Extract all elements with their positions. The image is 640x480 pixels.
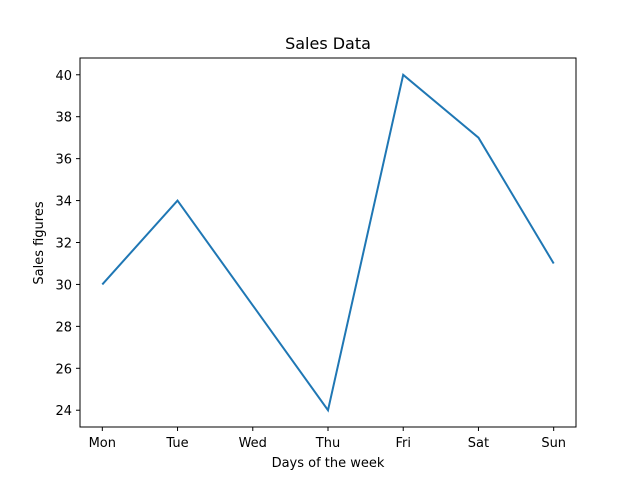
x-tick-label: Fri: [395, 436, 411, 451]
x-axis-label: Days of the week: [272, 456, 385, 471]
x-tick-label: Sat: [468, 436, 489, 451]
y-tick-label: 40: [55, 69, 72, 84]
x-tick-label: Sun: [541, 436, 566, 451]
x-axis: Mon Tue Wed Thu Fri Sat Sun: [89, 427, 566, 451]
y-axis: 24 26 28 30 32 34 36 38 40: [55, 69, 80, 419]
y-tick-label: 38: [55, 111, 72, 126]
x-tick-label: Tue: [165, 436, 188, 451]
y-tick-label: 30: [55, 278, 72, 293]
plot-frame: [79, 57, 577, 428]
x-tick-label: Mon: [89, 436, 116, 451]
y-tick-label: 24: [55, 404, 72, 419]
y-tick-label: 28: [55, 320, 72, 335]
y-tick-label: 26: [55, 362, 72, 377]
x-tick-label: Thu: [315, 436, 340, 451]
plot-series: [101, 72, 555, 413]
x-tick-label: Wed: [239, 436, 267, 451]
series-line: [101, 72, 555, 413]
y-tick-label: 36: [55, 153, 72, 168]
y-tick-label: 32: [55, 237, 72, 252]
chart-title: Sales Data: [285, 34, 371, 53]
y-axis-label: Sales figures: [32, 201, 47, 284]
y-tick-label: 34: [55, 195, 72, 210]
